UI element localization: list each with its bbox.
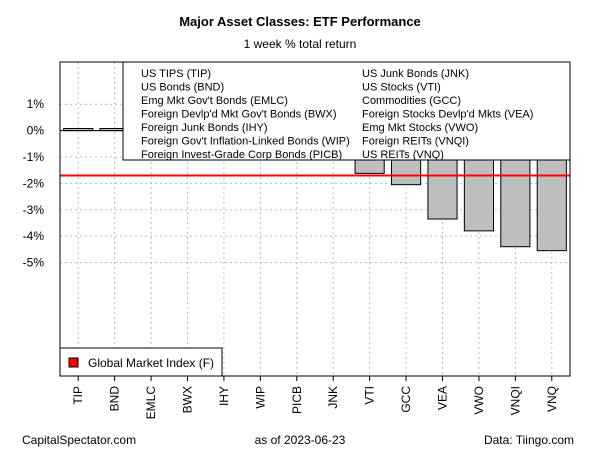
- reference-legend-swatch: [68, 357, 79, 368]
- footer-date: as of 2023-06-23: [254, 433, 346, 447]
- y-tick-label: -5%: [23, 256, 45, 270]
- legend-entry: Foreign Stocks Devlp'd Mkts (VEA): [362, 109, 533, 121]
- x-tick-label: TIP: [71, 386, 85, 405]
- legend-entry: Emg Mkt Stocks (VWO): [362, 122, 478, 134]
- legend-box: [122, 61, 571, 161]
- x-tick-label: EMLC: [144, 386, 158, 420]
- legend-entry: Emg Mkt Gov't Bonds (EMLC): [141, 95, 288, 107]
- chart-subtitle: 1 week % total return: [243, 37, 357, 51]
- x-tick-label: VEA: [436, 386, 450, 410]
- plot-frame: [59, 61, 571, 377]
- x-tick-label: WIP: [253, 386, 267, 409]
- x-tick-label: JNK: [326, 386, 340, 409]
- series-legend: US TIPS (TIP) US Bonds (BND)Emg Mkt Gov't…: [122, 61, 571, 161]
- legend-entry: Foreign Junk Bonds (IHY): [141, 122, 268, 134]
- x-tick-label: BWX: [181, 386, 195, 413]
- footer-source-site: CapitalSpectator.com: [22, 433, 137, 447]
- axis-layer: 1% 0% -1% -2% -3% -4% -5% TIP BND EMLC BWX IHY WIP PI…: [23, 97, 559, 419]
- y-tick-label: -4%: [23, 229, 45, 243]
- y-tick-label: 0%: [27, 124, 45, 138]
- legend-entry: US Bonds (BND): [141, 82, 224, 94]
- legend-entry: Foreign REITs (VNQI): [362, 136, 469, 148]
- legend-entry: Commodities (GCC): [362, 95, 461, 107]
- y-tick-label: 1%: [27, 97, 45, 111]
- y-tick-label: -1%: [23, 150, 45, 164]
- x-tick-label: VNQI: [508, 386, 522, 415]
- x-tick-label: VTI: [363, 386, 377, 405]
- x-tick-label: PICB: [290, 386, 304, 414]
- y-tick-label: -2%: [23, 176, 45, 190]
- chart-title: Major Asset Classes: ETF Performance: [179, 14, 421, 29]
- reference-legend-box: [59, 347, 223, 377]
- legend-entry: US TIPS (TIP): [141, 68, 211, 80]
- legend-entry: Foreign Invest-Grade Corp Bonds (PICB): [141, 149, 342, 161]
- x-tick-label: VNQ: [545, 386, 559, 412]
- x-tick-label: VWO: [472, 386, 486, 415]
- legend-entry: US Stocks (VTI): [362, 82, 441, 94]
- legend-entry: Foreign Gov't Inflation-Linked Bonds (WI…: [141, 136, 350, 148]
- x-tick-label: BND: [108, 386, 122, 412]
- y-tick-label: -3%: [23, 203, 45, 217]
- legend-entry: US REITs (VNQ): [362, 149, 444, 161]
- x-tick-label: IHY: [217, 386, 231, 406]
- x-tick-label: GCC: [399, 386, 413, 413]
- legend-entry: Foreign Devlp'd Mkt Gov't Bonds (BWX): [141, 109, 337, 121]
- reference-legend-label: Global Market Index (F): [88, 356, 214, 370]
- footer-data-source: Data: Tiingo.com: [483, 433, 574, 447]
- legend-entry: US Junk Bonds (JNK): [362, 68, 469, 80]
- reference-legend: Global Market Index (F): [59, 347, 223, 377]
